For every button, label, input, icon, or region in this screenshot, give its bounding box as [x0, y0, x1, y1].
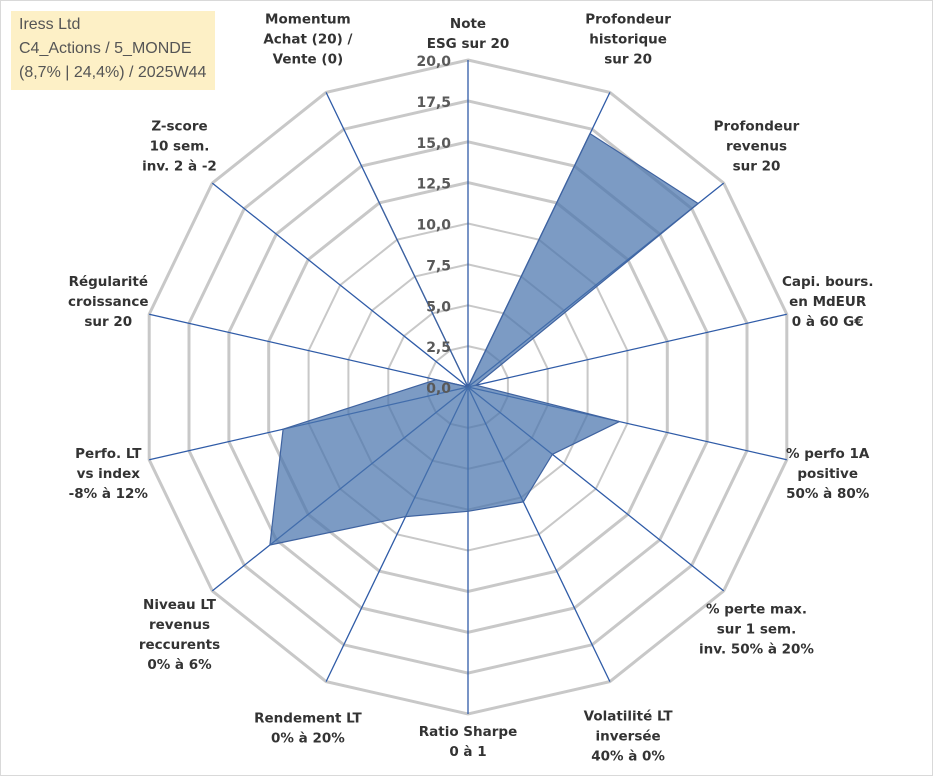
axis-label-line: Capi. bours. — [782, 274, 874, 290]
axis-label-line: revenus — [726, 139, 787, 155]
axis-label-2: Profondeur revenus sur 20 — [714, 119, 800, 175]
axis-label-line: Perfo. LT — [75, 446, 142, 462]
tick-label-8: 20,0 — [416, 54, 451, 70]
axis-label-line: historique — [589, 31, 667, 47]
axis-label-line: Niveau LT — [143, 597, 217, 613]
axis-label-line: ESG sur 20 — [427, 36, 510, 52]
tick-label-3: 7,5 — [426, 258, 451, 274]
axis-label-line: sur 20 — [84, 314, 132, 330]
axis-label-line: en MdEUR — [789, 294, 867, 310]
axis-label-13: Momentum Achat (20) / Vente (0) — [263, 11, 352, 67]
series-area — [269, 133, 699, 546]
axis-label-10: Perfo. LT vs index -8% à 12% — [69, 446, 149, 502]
axis-label-text-5: % perte max. sur 1 sem. inv. 50% à 20% — [699, 601, 814, 657]
axis-label-line: Profondeur — [585, 11, 671, 27]
axis-label-line: 50% à 80% — [786, 486, 870, 502]
tick-label-0: 0,0 — [426, 381, 451, 397]
axis-label-9: Niveau LT revenus reccurents 0% à 6% — [139, 597, 220, 673]
axis-label-line: Régularité — [69, 274, 148, 290]
info-box: Iress Ltd C4_Actions / 5_MONDE (8,7% | 2… — [11, 11, 216, 90]
axis-label-line: 0% à 20% — [271, 731, 345, 747]
axis-label-text-11: Régularité croissance sur 20 — [68, 274, 149, 330]
axis-label-text-8: Rendement LT 0% à 20% — [254, 711, 362, 747]
axis-label-8: Rendement LT 0% à 20% — [254, 711, 362, 747]
spoke-11 — [149, 313, 469, 388]
axis-label-0: Note ESG sur 20 — [427, 16, 510, 52]
axis-label-line: positive — [797, 466, 858, 482]
axis-label-line: sur 20 — [733, 159, 781, 175]
axis-label-line: 0 à 1 — [449, 744, 486, 760]
tick-label-5: 12,5 — [416, 177, 451, 193]
company-name: Iress Ltd — [19, 16, 81, 33]
axis-label-line: sur 1 sem. — [717, 621, 796, 637]
axis-label-line: 0 à 60 G€ — [792, 314, 864, 330]
axis-label-text-3: Capi. bours. en MdEUR 0 à 60 G€ — [782, 274, 874, 330]
axis-label-line: Rendement LT — [254, 711, 362, 727]
axis-label-line: revenus — [149, 617, 210, 633]
axis-label-text-13: Momentum Achat (20) / Vente (0) — [263, 11, 352, 67]
axis-label-text-12: Z-score 10 sem. inv. 2 à -2 — [142, 119, 217, 175]
axis-label-line: Volatilité LT — [584, 709, 674, 725]
axis-label-line: Note — [450, 16, 486, 32]
axis-label-line: % perfo 1A — [786, 446, 870, 462]
series-layer — [269, 133, 699, 546]
axis-label-line: Vente (0) — [273, 51, 344, 67]
axis-label-3: Capi. bours. en MdEUR 0 à 60 G€ — [782, 274, 874, 330]
axis-label-line: -8% à 12% — [69, 486, 149, 502]
axis-label-text-6: Volatilité LT inversée 40% à 0% — [584, 709, 674, 765]
tick-label-7: 17,5 — [416, 95, 451, 111]
axis-label-6: Volatilité LT inversée 40% à 0% — [584, 709, 674, 765]
axis-label-text-7: Ratio Sharpe 0 à 1 — [419, 724, 517, 760]
axis-label-line: croissance — [68, 294, 149, 310]
axis-label-7: Ratio Sharpe 0 à 1 — [419, 724, 517, 760]
axis-label-line: sur 20 — [604, 51, 652, 67]
axis-label-line: 0% à 6% — [147, 657, 212, 673]
axis-label-line: Z-score — [151, 119, 207, 135]
axis-label-5: % perte max. sur 1 sem. inv. 50% à 20% — [699, 601, 814, 657]
axis-label-line: % perte max. — [706, 601, 807, 617]
axis-label-4: % perfo 1A positive 50% à 80% — [786, 446, 870, 502]
axis-label-line: reccurents — [139, 637, 220, 653]
axis-label-line: Ratio Sharpe — [419, 724, 517, 740]
axis-label-text-4: % perfo 1A positive 50% à 80% — [786, 446, 870, 502]
axis-label-1: Profondeur historique sur 20 — [585, 11, 671, 67]
axis-label-line: inversée — [595, 729, 660, 745]
axis-label-line: inv. 2 à -2 — [142, 159, 217, 175]
spoke-3 — [467, 313, 787, 388]
spoke-12 — [211, 182, 469, 388]
tick-label-1: 2,5 — [426, 340, 451, 356]
tick-label-6: 15,0 — [416, 136, 451, 152]
portfolio-path: C4_Actions / 5_MONDE — [19, 40, 192, 57]
axis-label-12: Z-score 10 sem. inv. 2 à -2 — [142, 119, 217, 175]
axis-label-line: 10 sem. — [150, 139, 210, 155]
tick-labels: 0,0 2,5 5,0 7,5 10,0 12,5 15,0 17,5 20,0 — [416, 54, 451, 397]
axis-label-line: Momentum — [265, 11, 351, 27]
axis-label-text-1: Profondeur historique sur 20 — [585, 11, 671, 67]
axis-label-text-9: Niveau LT revenus reccurents 0% à 6% — [139, 597, 220, 673]
axis-label-text-10: Perfo. LT vs index -8% à 12% — [69, 446, 149, 502]
axis-label-line: Profondeur — [714, 119, 800, 135]
axis-label-line: Achat (20) / — [263, 31, 352, 47]
axis-label-line: inv. 50% à 20% — [699, 641, 814, 657]
axis-label-line: 40% à 0% — [591, 749, 665, 765]
tick-label-2: 5,0 — [426, 299, 451, 315]
axis-label-text-2: Profondeur revenus sur 20 — [714, 119, 800, 175]
stats-week: (8,7% | 24,4%) / 2025W44 — [19, 64, 207, 81]
axis-label-text-0: Note ESG sur 20 — [427, 16, 510, 52]
tick-label-4: 10,0 — [416, 218, 451, 234]
axis-label-line: vs index — [77, 466, 141, 482]
axis-label-11: Régularité croissance sur 20 — [68, 274, 149, 330]
axis-labels: Note ESG sur 20 Profondeur historique sur 20… — [68, 11, 873, 764]
